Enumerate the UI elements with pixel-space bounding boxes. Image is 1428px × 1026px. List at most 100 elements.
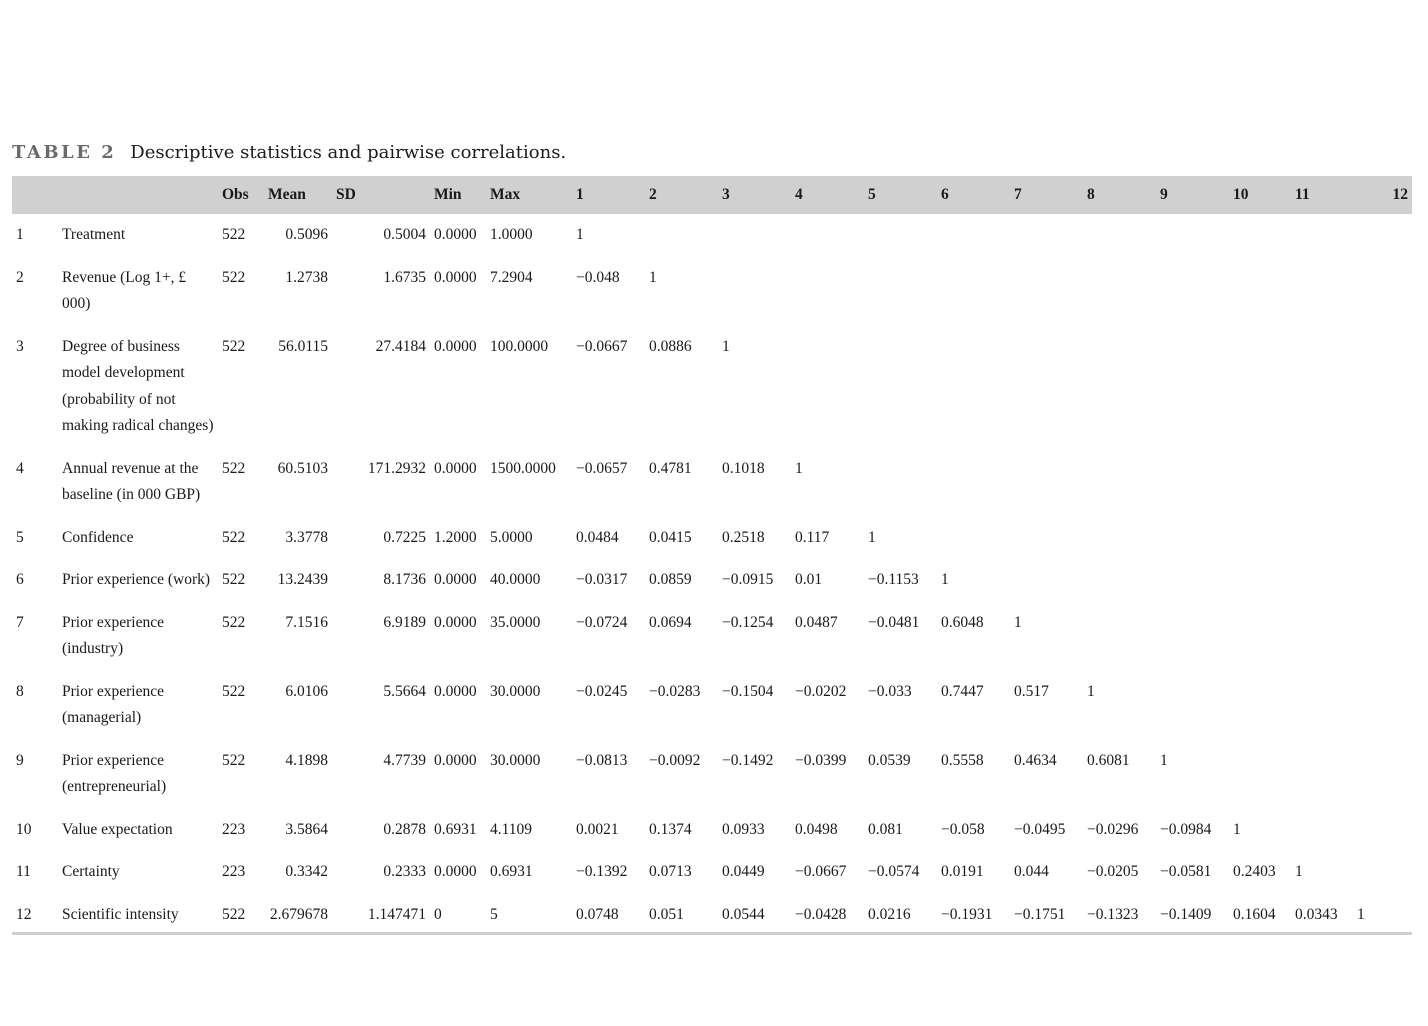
correlation-cell (864, 257, 937, 326)
header-mean: Mean (268, 186, 306, 203)
header-sd: SD (336, 186, 356, 203)
correlation-cell (864, 326, 937, 448)
table-row: 8 Prior experience (managerial) 522 6.0106 5… (12, 671, 1412, 740)
correlation-cell: 0.2403 (1233, 863, 1276, 880)
header-corr-12: 12 (1392, 186, 1409, 203)
obs-cell: 522 (222, 682, 246, 700)
correlation-cell: 0.0484 (576, 528, 619, 546)
max-cell: 4.1109 (490, 820, 533, 838)
correlation-cell: 0.4634 (1014, 751, 1057, 769)
correlation-cell (1229, 326, 1291, 448)
correlation-cell: −0.1392 (576, 863, 628, 880)
table-header-row: Obs Mean SD Min Max 1 2 3 4 5 6 7 8 9 10… (12, 176, 1412, 214)
min-cell: 0.0000 (434, 682, 477, 700)
correlation-cell (1156, 257, 1229, 326)
correlation-cell (1353, 740, 1412, 809)
correlation-cell: 0.0415 (649, 528, 692, 546)
min-cell: 0.0000 (434, 571, 477, 588)
correlation-cell: 0.7447 (941, 682, 984, 700)
table-row: 11 Certainty 223 0.3342 0.2333 0.0000 0.6931 −0… (12, 851, 1412, 894)
correlation-cell (1083, 559, 1156, 602)
sd-cell: 1.6735 (383, 268, 426, 286)
correlation-cell (1083, 326, 1156, 448)
correlation-cell (1156, 517, 1229, 560)
mean-cell: 7.1516 (285, 613, 328, 631)
table-row: 12 Scientific intensity 522 2.679678 1.14747… (12, 893, 1412, 935)
correlation-cell: 1 (1295, 863, 1303, 880)
header-obs: Obs (222, 186, 249, 203)
correlation-cell (1010, 448, 1083, 517)
correlation-cell: −0.0495 (1014, 820, 1066, 838)
correlation-cell (1291, 257, 1353, 326)
table-title: Descriptive statistics and pairwise corr… (130, 142, 567, 163)
correlation-cell (937, 257, 1010, 326)
min-cell: 0.6931 (434, 820, 477, 838)
correlation-cell: 0.517 (1014, 682, 1049, 700)
mean-cell: 2.679678 (264, 893, 332, 935)
correlation-cell (1229, 671, 1291, 740)
correlation-cell: −0.0092 (649, 751, 701, 769)
header-corr-5: 5 (868, 186, 876, 203)
correlation-cell: 0.6081 (1087, 751, 1130, 769)
correlation-cell: 0.0216 (864, 893, 937, 935)
correlation-cell: −0.048 (576, 268, 620, 286)
max-cell: 30.0000 (490, 751, 541, 769)
correlation-cell (1353, 809, 1412, 852)
correlation-cell (1010, 214, 1083, 257)
correlation-cell: 1 (941, 571, 949, 588)
row-number-cell: 8 (16, 682, 24, 700)
table-row: 9 Prior experience (entrepreneurial) 522 4.… (12, 740, 1412, 809)
min-cell: 1.2000 (434, 528, 477, 546)
table-row: 6 Prior experience (work) 522 13.2439 8.1736… (12, 559, 1412, 602)
header-corr-1: 1 (576, 186, 584, 203)
min-cell: 0.0000 (434, 613, 477, 631)
correlation-cell: 0.051 (645, 893, 718, 935)
correlation-cell (1291, 602, 1353, 671)
correlation-cell: 0.1018 (722, 459, 765, 477)
correlation-cell (1156, 559, 1229, 602)
sd-cell: 6.9189 (383, 613, 426, 631)
correlation-cell: 0.0544 (718, 893, 791, 935)
row-number-cell: 6 (16, 571, 24, 588)
correlation-cell (1353, 602, 1412, 671)
max-cell: 5.0000 (490, 528, 533, 546)
correlation-cell: −0.0428 (791, 893, 864, 935)
row-number-cell: 1 (16, 226, 24, 243)
correlation-cell: −0.1323 (1083, 893, 1156, 935)
header-corr-6: 6 (941, 186, 949, 203)
obs-cell: 522 (222, 613, 246, 631)
header-corr-2: 2 (649, 186, 657, 203)
sd-cell: 171.2932 (367, 459, 426, 477)
variable-name-cell: Confidence (62, 528, 134, 546)
obs-cell: 223 (222, 820, 246, 838)
sd-cell: 8.1736 (383, 571, 426, 588)
correlation-cell: 0.117 (795, 528, 830, 546)
correlation-cell (1291, 809, 1353, 852)
correlation-cell: −0.0296 (1087, 820, 1139, 838)
max-cell: 100.0000 (490, 337, 549, 355)
variable-name-cell: Annual revenue at the baseline (in 000 G… (62, 459, 201, 504)
table-row: 1 Treatment 522 0.5096 0.5004 0.0000 1.0000 1 (12, 214, 1412, 257)
variable-name-cell: Certainty (62, 863, 120, 880)
mean-cell: 0.3342 (285, 863, 328, 880)
correlation-cell: 0.1604 (1229, 893, 1291, 935)
row-number-cell: 5 (16, 528, 24, 546)
obs-cell: 522 (222, 528, 246, 546)
sd-cell: 0.5004 (383, 226, 426, 243)
correlation-cell (1229, 517, 1291, 560)
mean-cell: 4.1898 (285, 751, 328, 769)
mean-cell: 1.2738 (285, 268, 328, 286)
correlation-cell: 0.6048 (941, 613, 984, 631)
max-cell: 0.6931 (490, 863, 533, 880)
correlation-cell: 0.2518 (722, 528, 765, 546)
header-corr-3: 3 (722, 186, 730, 203)
header-cell (58, 176, 218, 214)
correlation-cell: 0.1374 (649, 820, 692, 838)
obs-cell: 522 (222, 459, 246, 477)
correlation-cell (1083, 257, 1156, 326)
row-number-cell: 12 (12, 893, 58, 935)
correlation-cell (718, 257, 791, 326)
correlation-cell (1353, 559, 1412, 602)
correlation-cell: 0.081 (868, 820, 903, 838)
sd-cell: 27.4184 (375, 337, 426, 355)
